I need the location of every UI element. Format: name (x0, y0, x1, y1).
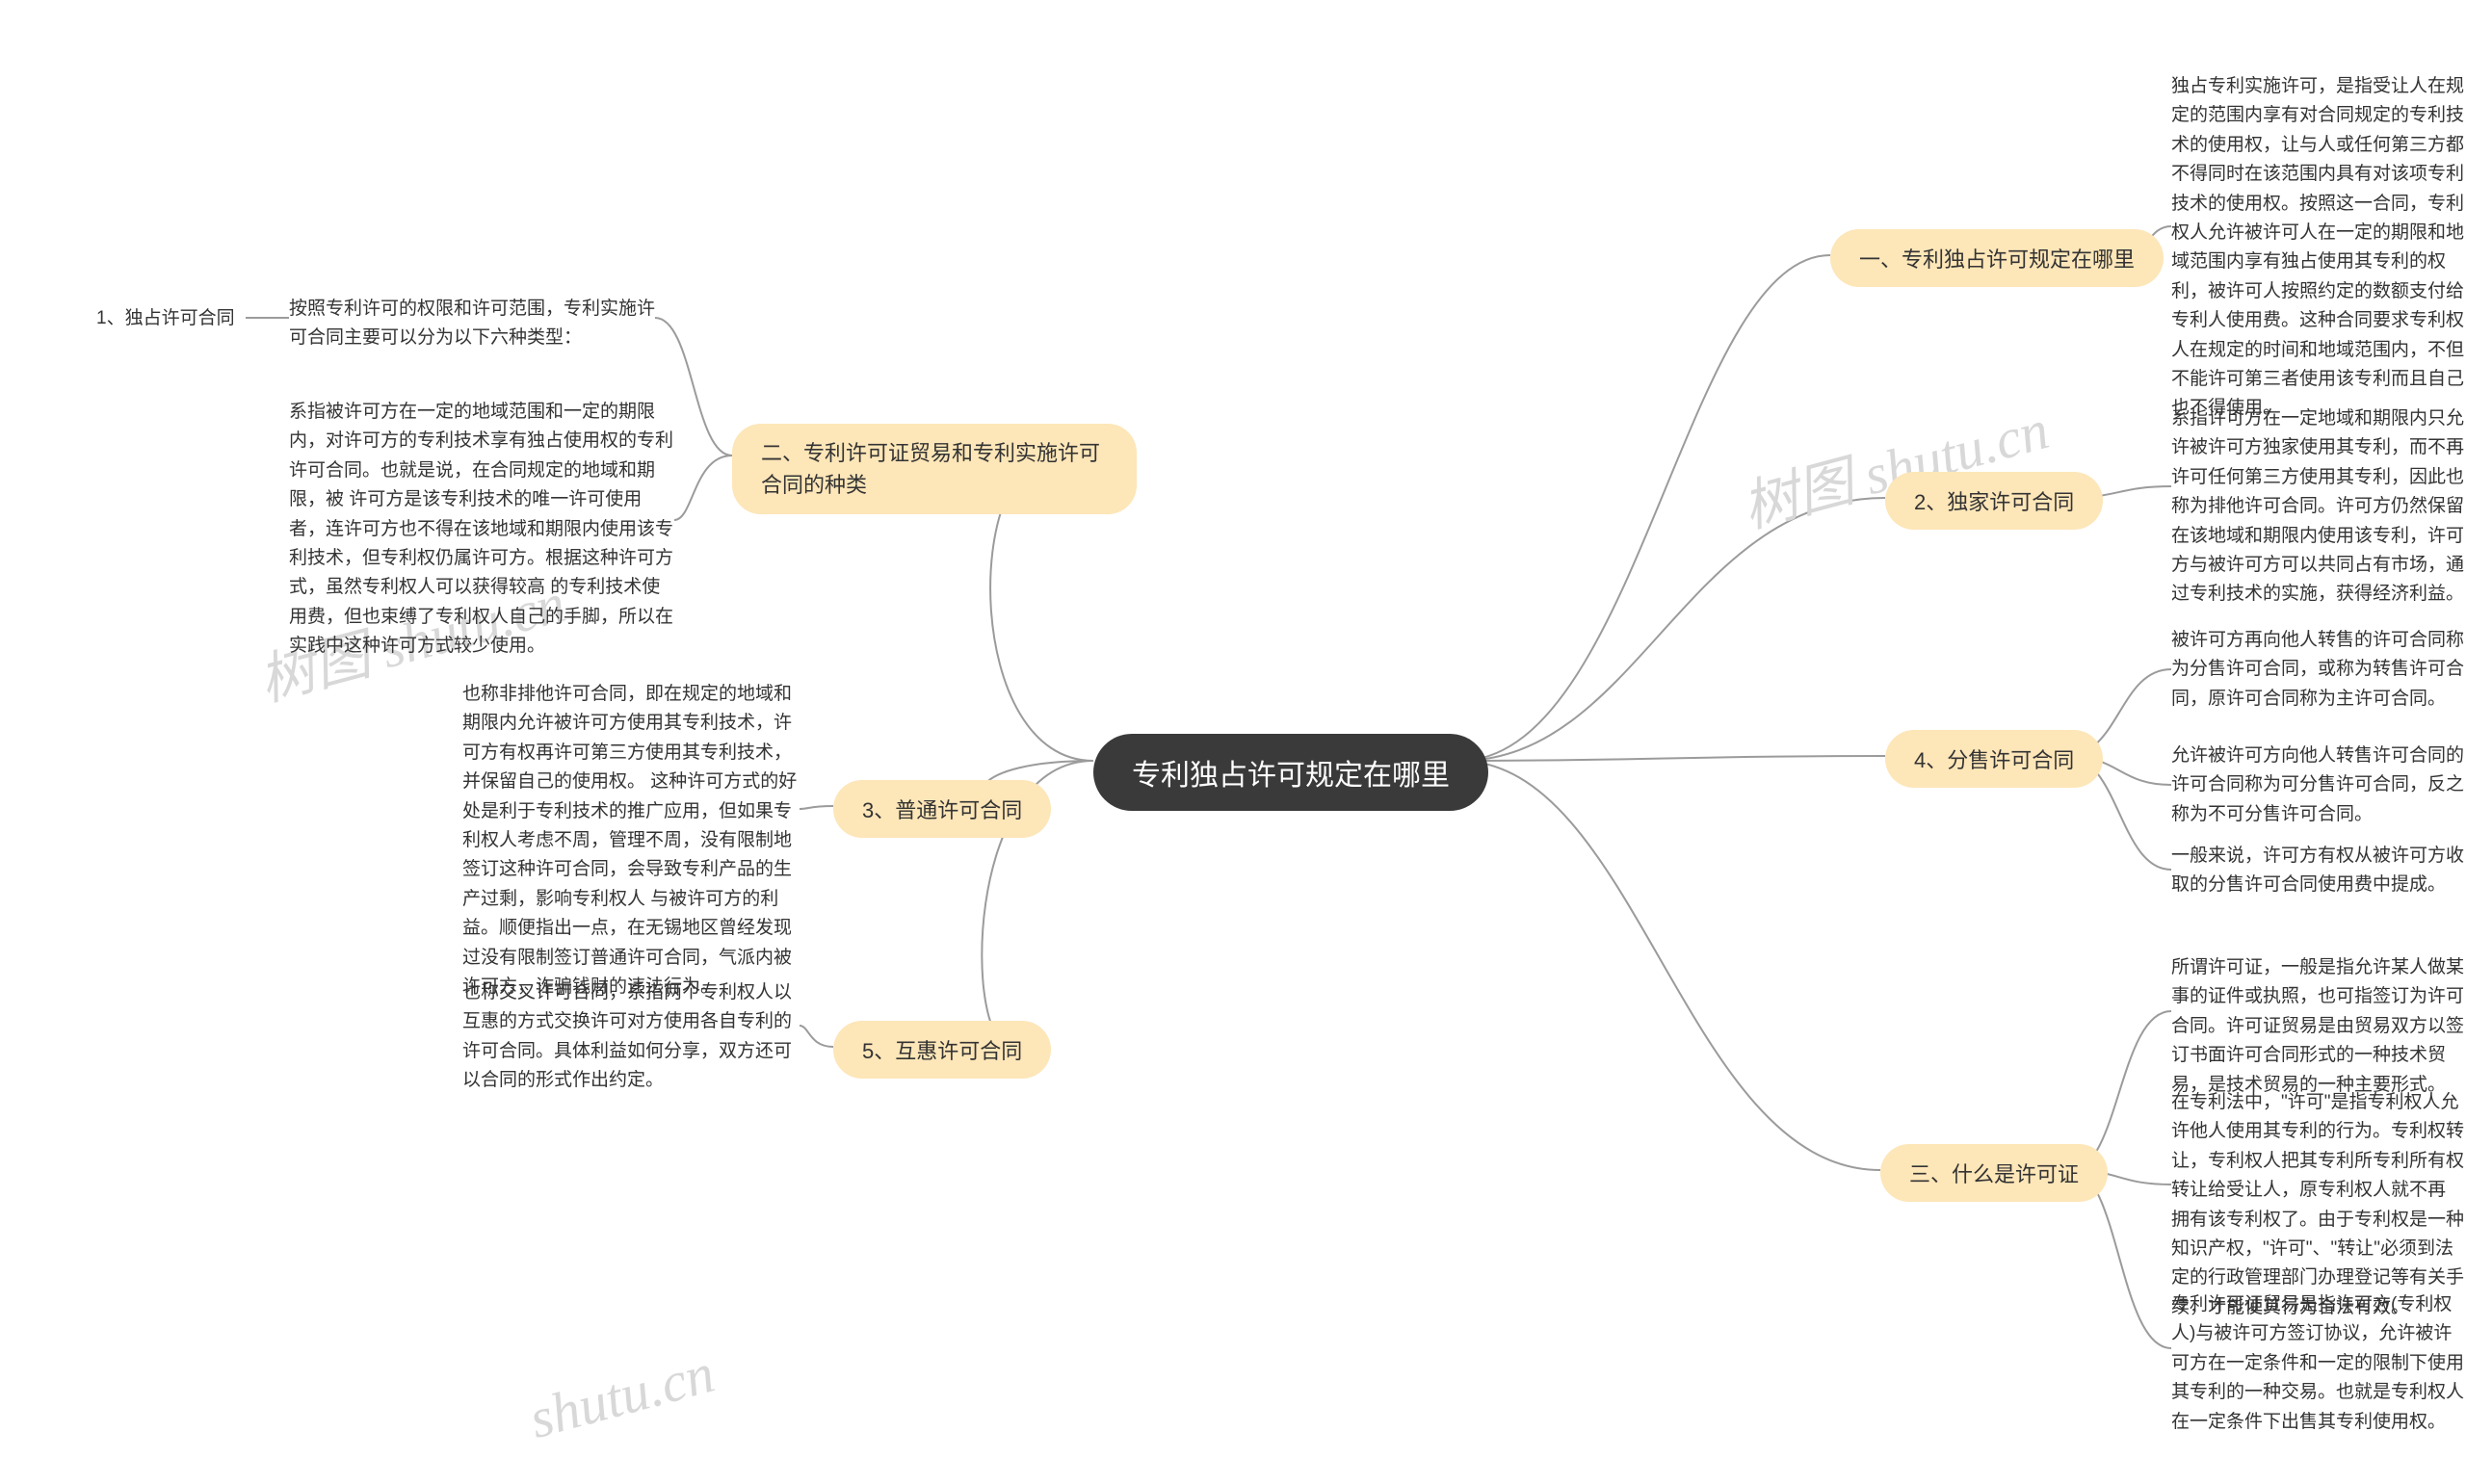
leaf-l3-0: 也称非排他许可合同，即在规定的地域和期限内允许被许可方使用其专利技术，许可方有权… (462, 680, 809, 1002)
leaf-l1-0-sub: 按照专利许可的权限和许可范围，专利实施许可合同主要可以分为以下六种类型： (289, 295, 655, 353)
watermark-3: shutu.cn (523, 1341, 721, 1451)
branch-l1[interactable]: 二、专利许可证贸易和专利实施许可合同的种类 (732, 424, 1137, 514)
branch-r1[interactable]: 一、专利独占许可规定在哪里 (1830, 229, 2164, 287)
leaf-r3-0: 所谓许可证，一般是指允许某人做某事的证件或执照，也可指签订为许可合同。许可证贸易… (2171, 953, 2466, 1100)
leaf-l1-0: 1、独占许可合同 (96, 304, 235, 333)
branch-l5[interactable]: 5、互惠许可合同 (833, 1021, 1051, 1079)
leaf-r3-2: 专利许可证贸易是指许可方(专利权人)与被许可方签订协议，允许被许可方在一定条件和… (2171, 1290, 2466, 1437)
leaf-r4-0: 被许可方再向他人转售的许可合同称为分售许可合同，或称为转售许可合同，原许可合同称… (2171, 626, 2466, 714)
leaf-r4-1: 允许被许可方向他人转售许可合同的许可合同称为可分售许可合同，反之称为不可分售许可… (2171, 742, 2466, 829)
leaf-r1-0: 独占专利实施许可，是指受让人在规定的范围内享有对合同规定的专利技术的使用权，让与… (2171, 72, 2466, 424)
root-node[interactable]: 专利独占许可规定在哪里 (1093, 734, 1488, 811)
leaf-l5-0: 也称交叉许可合同，系指两个专利权人以互惠的方式交换许可对方使用各自专利的许可合同… (462, 978, 809, 1096)
branch-r2[interactable]: 2、独家许可合同 (1885, 472, 2103, 530)
leaf-l1-1: 系指被许可方在一定的地域范围和一定的期限内，对许可方的专利技术享有独占使用权的专… (289, 398, 674, 662)
leaf-r2-0: 系指许可方在一定地域和期限内只允许被许可方独家使用其专利，而不再许可任何第三方使… (2171, 404, 2466, 610)
leaf-r4-2: 一般来说，许可方有权从被许可方收取的分售许可合同使用费中提成。 (2171, 842, 2466, 900)
leaf-r3-1: 在专利法中，"许可"是指专利权人允许他人使用其专利的行为。专利权转让，专利权人把… (2171, 1088, 2466, 1322)
branch-l3[interactable]: 3、普通许可合同 (833, 780, 1051, 838)
branch-r3[interactable]: 三、什么是许可证 (1880, 1144, 2108, 1202)
branch-r4[interactable]: 4、分售许可合同 (1885, 730, 2103, 788)
